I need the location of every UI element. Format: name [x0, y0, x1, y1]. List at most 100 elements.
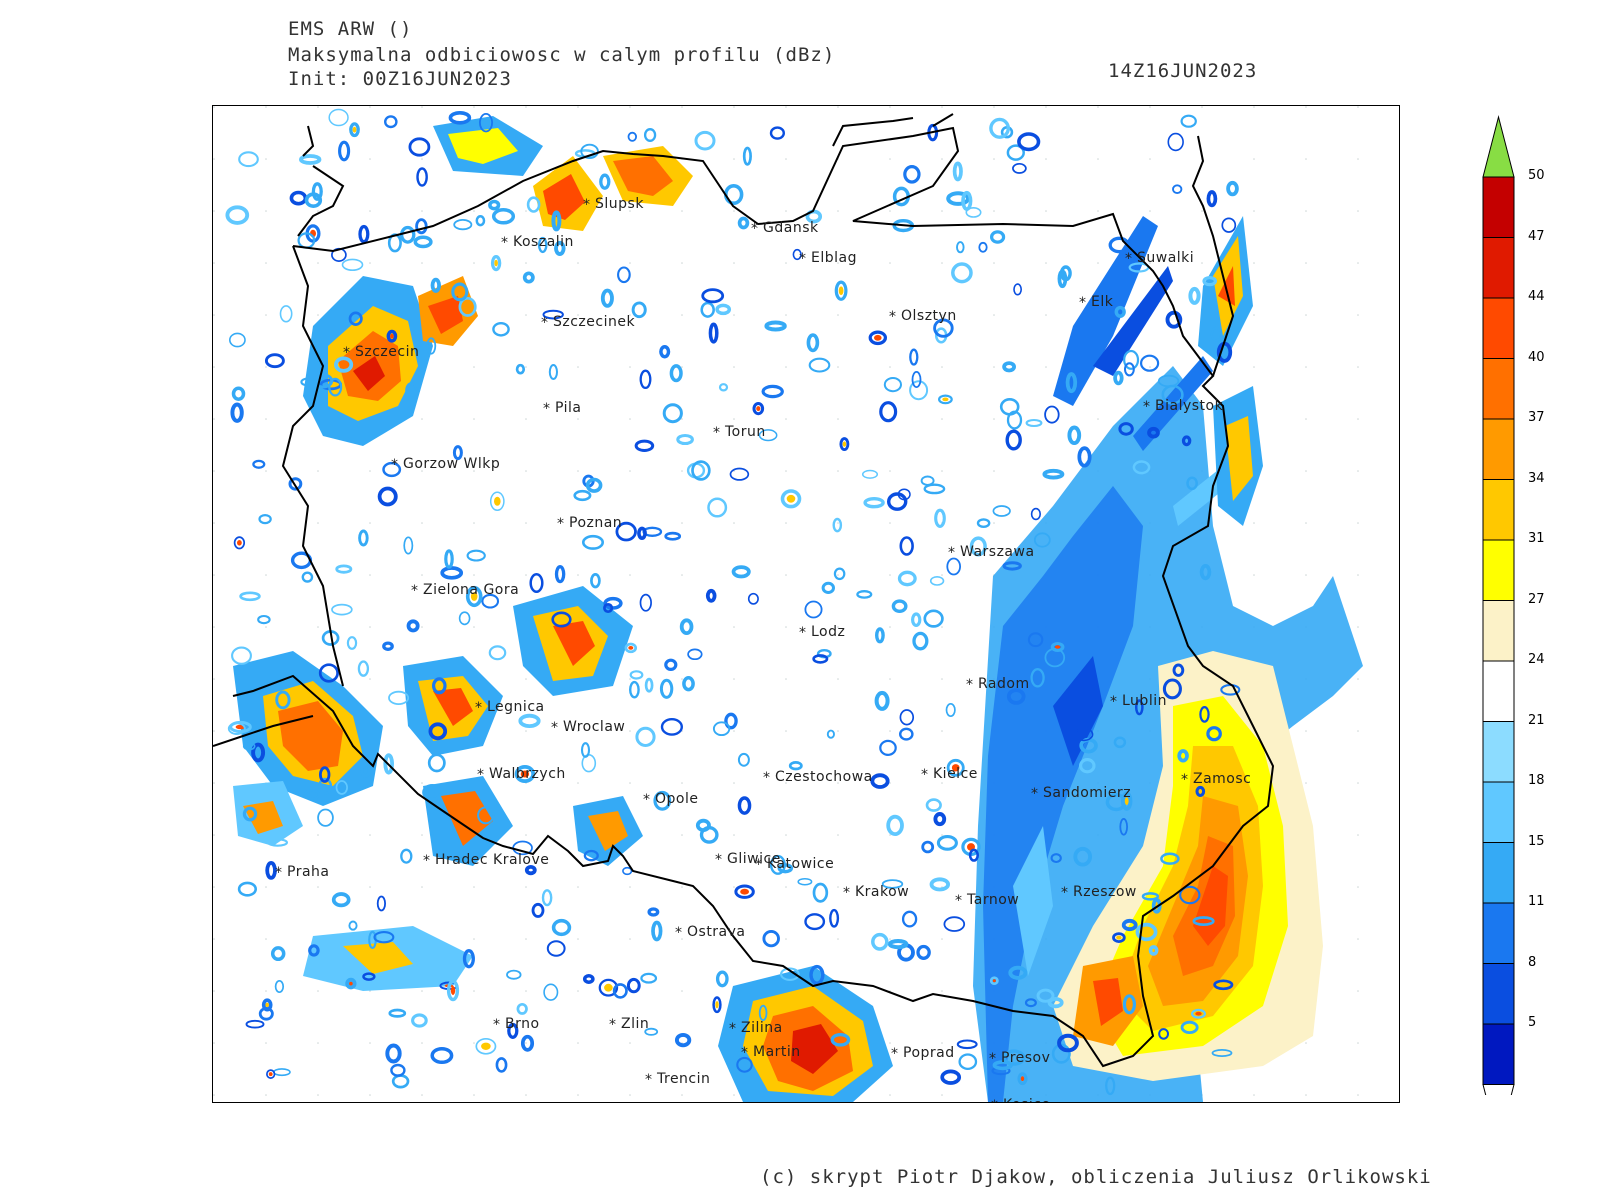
city-name: Lublin: [1122, 693, 1167, 709]
colorbar-tick-label: 50: [1528, 168, 1545, 183]
reflectivity-cell: [257, 614, 271, 625]
city-zlin: * Zlin: [609, 1016, 649, 1033]
reflectivity-cell: [358, 224, 370, 244]
reflectivity-cell: [694, 130, 716, 151]
reflectivity-cell-core: [1054, 645, 1061, 649]
reflectivity-cell: [227, 722, 246, 735]
reflectivity-cell: [682, 676, 695, 692]
reflectivity-cell: [1057, 1033, 1079, 1053]
reflectivity-cell: [679, 618, 694, 635]
city-warszawa: * Warszawa: [948, 544, 1034, 561]
reflectivity-cell: [348, 920, 358, 931]
city-ostrava: * Ostrava: [675, 924, 745, 941]
city-marker: *: [1125, 251, 1133, 267]
reflectivity-map: * Slupsk * Koszalin * Gdansk * Elblag * Suwalki * E…: [212, 105, 1400, 1103]
reflectivity-cell-core: [1124, 797, 1129, 805]
reflectivity-cell: [830, 1032, 851, 1047]
reflectivity-cell: [1132, 460, 1151, 475]
reflectivity-cell: [624, 642, 638, 654]
city-name: Rzeszow: [1073, 884, 1137, 900]
reflectivity-cell: [639, 369, 652, 390]
country-borders: [213, 113, 1275, 1068]
reflectivity-cell: [1162, 678, 1182, 700]
reflectivity-cell: [475, 215, 486, 227]
reflectivity-cell: [308, 944, 320, 957]
city-marker: *: [493, 1017, 501, 1033]
reflectivity-cell: [489, 491, 505, 512]
reflectivity-cell: [334, 356, 354, 373]
reflectivity-cell: [832, 517, 843, 533]
reflectivity-cell: [382, 461, 402, 478]
reflectivity-cell: [580, 143, 599, 160]
reflectivity-cell: [1118, 422, 1134, 436]
reflectivity-cell: [228, 332, 246, 348]
city-pila: * Pila: [543, 400, 581, 417]
reflectivity-cell: [491, 208, 516, 225]
city-walbrzych: * Walbrzych: [477, 766, 566, 783]
reflectivity-cell: [1206, 726, 1222, 742]
reflectivity-cell: [886, 814, 904, 837]
city-marker: *: [741, 1045, 749, 1061]
city-name: Gliwice: [727, 851, 781, 867]
city-marker: *: [751, 221, 759, 237]
init-time: Init: 00Z16JUN2023: [288, 68, 512, 90]
reflectivity-cell: [691, 460, 711, 481]
reflectivity-cell: [946, 557, 961, 576]
reflectivity-cell: [809, 964, 825, 985]
reflectivity-cell: [1077, 446, 1092, 468]
reflectivity-cell: [861, 469, 879, 479]
reflectivity-cell: [335, 780, 348, 795]
reflectivity-cell: [313, 373, 334, 389]
reflectivity-cell: [413, 235, 433, 249]
reflectivity-cell: [1141, 892, 1160, 901]
reflectivity-cell-core: [838, 286, 844, 295]
city-marker: *: [763, 770, 771, 786]
reflectivity-cell: [416, 167, 428, 187]
city-name: Opole: [655, 791, 698, 807]
city-opole: * Opole: [643, 791, 698, 808]
reflectivity-cell: [946, 758, 965, 777]
reflectivity-cell: [1005, 429, 1022, 451]
reflectivity-cell: [1074, 727, 1094, 742]
precip-cells-west: [233, 116, 1263, 1102]
city-name: Bialystok: [1155, 398, 1224, 414]
city-gdansk: * Gdansk: [751, 220, 818, 237]
reflectivity-cell: [506, 969, 522, 980]
city-krakow: * Krakow: [843, 884, 909, 901]
reflectivity-cell: [615, 521, 637, 542]
reflectivity-cell: [388, 690, 410, 706]
reflectivity-cell: [237, 881, 258, 897]
colorbar-tick-label: 8: [1528, 954, 1537, 970]
city-gliwice: * Gliwice: [715, 851, 781, 868]
city-marker: *: [411, 583, 419, 599]
city-name: Lodz: [811, 624, 845, 640]
reflectivity-cell-core: [494, 496, 501, 506]
reflectivity-cell: [507, 1022, 519, 1039]
city-name: Kielce: [933, 766, 978, 782]
reflectivity-cell: [881, 879, 904, 889]
reflectivity-cell: [1067, 425, 1082, 446]
reflectivity-cell: [554, 240, 566, 256]
reflectivity-cell: [961, 190, 973, 211]
reflectivity-cell-core: [628, 646, 634, 650]
city-name: Zielona Gora: [423, 582, 519, 598]
reflectivity-cell: [318, 766, 331, 783]
reflectivity-cell: [288, 477, 303, 491]
reflectivity-cell: [432, 677, 447, 695]
reflectivity-cell: [1179, 885, 1201, 905]
reflectivity-cell: [1202, 276, 1217, 287]
city-marker: *: [1079, 295, 1087, 311]
reflectivity-cell: [231, 386, 246, 401]
reflectivity-cell-core: [265, 1002, 269, 1008]
city-name: Walbrzych: [489, 766, 566, 782]
city-sandomierz: * Sandomierz: [1031, 785, 1131, 802]
reflectivity-cell: [875, 627, 885, 644]
city-marker: *: [501, 235, 509, 251]
colorbar-tick-label: 47: [1528, 228, 1545, 244]
reflectivity-cell: [701, 288, 725, 304]
reflectivity-cell: [929, 877, 951, 892]
reflectivity-cell: [405, 382, 418, 399]
colorbar-segment: [1482, 297, 1515, 359]
reflectivity-cell: [758, 1004, 768, 1022]
reflectivity-cell: [729, 467, 750, 481]
